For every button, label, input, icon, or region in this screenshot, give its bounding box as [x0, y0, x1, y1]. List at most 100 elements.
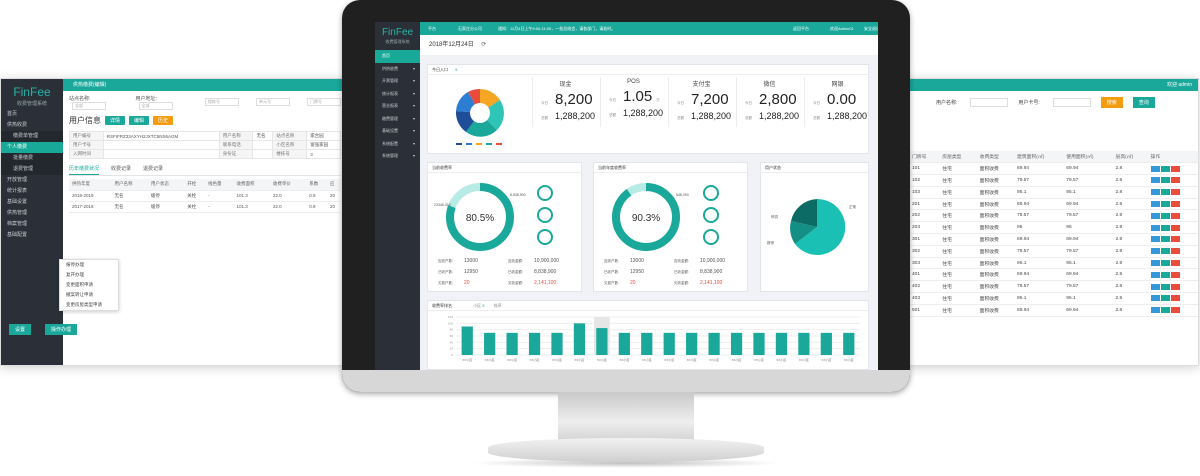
delete-action-button[interactable]	[1170, 236, 1180, 243]
left-filter-input[interactable]: 全部	[72, 101, 106, 110]
table-row[interactable]: 203 住宅 面积收费 95 95 2.8	[906, 221, 1198, 235]
chart-bar[interactable]	[551, 332, 563, 355]
user-name-input[interactable]	[970, 97, 1009, 107]
platform-dropdown[interactable]: 平台	[428, 26, 436, 31]
delete-action-button[interactable]	[1170, 189, 1180, 196]
left-menu-item[interactable]: 供热收费	[7, 122, 28, 128]
table-row[interactable]: 501 住宅 面积收费 69.94 69.94 2.8	[906, 304, 1198, 317]
left-filter-input[interactable]: 门牌号	[307, 98, 341, 106]
chart-bar[interactable]	[596, 328, 608, 355]
dashboard-menu-item[interactable]: 营业报表 ▾	[375, 100, 420, 113]
detail-button[interactable]: 详情	[105, 115, 126, 125]
popup-menu-item[interactable]: 复开办理	[66, 272, 84, 277]
table-row[interactable]: 302 住宅 面积收费 79.57 79.57 2.8	[906, 245, 1198, 258]
dashboard-menu-item[interactable]: 系统管理 ▾	[375, 150, 420, 163]
delete-action-button[interactable]	[1170, 248, 1180, 255]
chart-bar[interactable]	[730, 332, 743, 355]
delete-action-button[interactable]	[1170, 177, 1180, 184]
view-action-button[interactable]	[1150, 295, 1160, 302]
view-action-button[interactable]	[1150, 307, 1160, 314]
table-row[interactable]: 201 住宅 面积收费 69.94 69.94 2.8	[906, 198, 1198, 211]
tab-charges[interactable]: 收费记录	[111, 166, 132, 172]
edit-action-button[interactable]	[1160, 259, 1170, 266]
popup-menu-item[interactable]: 撤案转让申请	[66, 292, 93, 297]
table-row[interactable]: 101 住宅 面积收费 69.94 69.94 2.8	[906, 162, 1198, 176]
chart-bar[interactable]	[641, 332, 653, 355]
chart-bar[interactable]	[484, 332, 496, 355]
left-filter-input[interactable]: 单元号	[256, 98, 290, 106]
edit-action-button[interactable]	[1160, 283, 1170, 290]
view-action-button[interactable]	[1150, 200, 1160, 207]
search-button[interactable]: 搜索	[1100, 96, 1123, 108]
chart-bar[interactable]	[843, 332, 855, 355]
refresh-icon[interactable]: ⟳	[481, 42, 487, 48]
view-action-button[interactable]	[1150, 259, 1160, 266]
view-action-button[interactable]	[1150, 236, 1160, 243]
edit-button[interactable]: 编辑	[129, 115, 150, 125]
view-action-button[interactable]	[1150, 224, 1160, 231]
edit-action-button[interactable]	[1160, 200, 1170, 207]
query-button[interactable]: 查询	[1132, 96, 1155, 108]
chart-bar[interactable]	[506, 332, 518, 355]
chart-bar[interactable]	[663, 332, 675, 355]
chart-bar[interactable]	[820, 332, 832, 355]
dashboard-menu-item[interactable]: 缴费管理 ▾	[375, 113, 420, 126]
edit-action-button[interactable]	[1160, 307, 1170, 314]
delete-action-button[interactable]	[1170, 295, 1180, 302]
left-menu-item[interactable]: 批量缴费	[1, 153, 63, 164]
left-filter-input[interactable]: 楼栋号	[205, 98, 239, 106]
dashboard-menu-item[interactable]: 开票管理 ▾	[375, 75, 420, 88]
view-action-button[interactable]	[1150, 177, 1160, 184]
dashboard-menu-item[interactable]: 首页	[375, 50, 420, 63]
dashboard-menu-item[interactable]: 供热收费 ▾	[375, 63, 420, 76]
sort-dropdown[interactable]: 排序	[493, 303, 502, 308]
table-row[interactable]: 301 住宅 面积收费 69.94 69.94 2.8	[906, 233, 1198, 246]
edit-action-button[interactable]	[1160, 165, 1170, 172]
logout-link[interactable]: 安全退出	[864, 26, 878, 31]
popup-menu-item[interactable]: 变更房屋类型申请	[66, 302, 102, 307]
chart-bar[interactable]	[798, 332, 810, 355]
operation-button[interactable]: 操作办理	[45, 324, 78, 335]
delete-action-button[interactable]	[1170, 283, 1180, 290]
table-row[interactable]: 2018-2019 无名 缓停 关栓 -101.3 22.0 0.9 20	[69, 190, 341, 202]
left-menu-item[interactable]: 开放管理	[7, 177, 28, 183]
chart-bar[interactable]	[775, 332, 788, 355]
table-row[interactable]: 303 住宅 面积收费 95.1 95.1 2.8	[906, 257, 1198, 270]
left-menu-item[interactable]: 首页	[7, 111, 18, 117]
edit-action-button[interactable]	[1160, 189, 1170, 196]
edit-action-button[interactable]	[1160, 295, 1170, 302]
table-row[interactable]: 2017-2018 无名 缓停 关栓 -101.3 22.0 0.9 20	[69, 201, 341, 213]
edit-action-button[interactable]	[1160, 248, 1170, 255]
delete-action-button[interactable]	[1170, 271, 1180, 278]
chart-bar[interactable]	[528, 332, 541, 355]
edit-action-button[interactable]	[1160, 212, 1170, 219]
delete-action-button[interactable]	[1170, 200, 1180, 207]
left-menu-item[interactable]: 退费管理	[1, 164, 63, 175]
edit-action-button[interactable]	[1160, 224, 1170, 231]
chart-bar[interactable]	[686, 332, 698, 355]
view-action-button[interactable]	[1150, 248, 1160, 255]
left-menu-item[interactable]: 基础设置	[7, 199, 28, 205]
table-row[interactable]: 403 住宅 面积收费 95.1 95.1 2.8	[906, 292, 1198, 305]
tab-refunds[interactable]: 退费记录	[143, 166, 164, 172]
view-action-button[interactable]	[1150, 271, 1160, 278]
dashboard-menu-item[interactable]: 统计报表 ▾	[375, 88, 420, 101]
table-row[interactable]: 402 住宅 面积收费 79.57 79.57 2.8	[906, 280, 1198, 294]
dashboard-menu-item[interactable]: 基础设置 ▾	[375, 125, 420, 138]
delete-action-button[interactable]	[1170, 212, 1180, 219]
delete-action-button[interactable]	[1170, 259, 1180, 266]
left-menu-item[interactable]: 供热管理	[7, 210, 28, 216]
left-menu-item[interactable]: 缴费单管理	[1, 131, 63, 142]
chart-bar[interactable]	[573, 323, 586, 355]
view-action-button[interactable]	[1150, 212, 1160, 219]
edit-action-button[interactable]	[1160, 271, 1170, 278]
left-filter-input[interactable]: 全部	[138, 101, 173, 110]
chart-bar[interactable]	[708, 332, 720, 355]
left-menu-item[interactable]: 档案管理	[7, 221, 28, 227]
delete-action-button[interactable]	[1170, 165, 1180, 172]
left-menu-item[interactable]: 统计报表	[7, 188, 28, 194]
dashboard-menu-item[interactable]: 系统配置 ▾	[375, 138, 420, 151]
history-button[interactable]: 历史	[153, 115, 174, 125]
left-menu-item[interactable]: 个人缴费	[1, 142, 63, 153]
community-filter-value[interactable]: 5	[482, 303, 485, 308]
